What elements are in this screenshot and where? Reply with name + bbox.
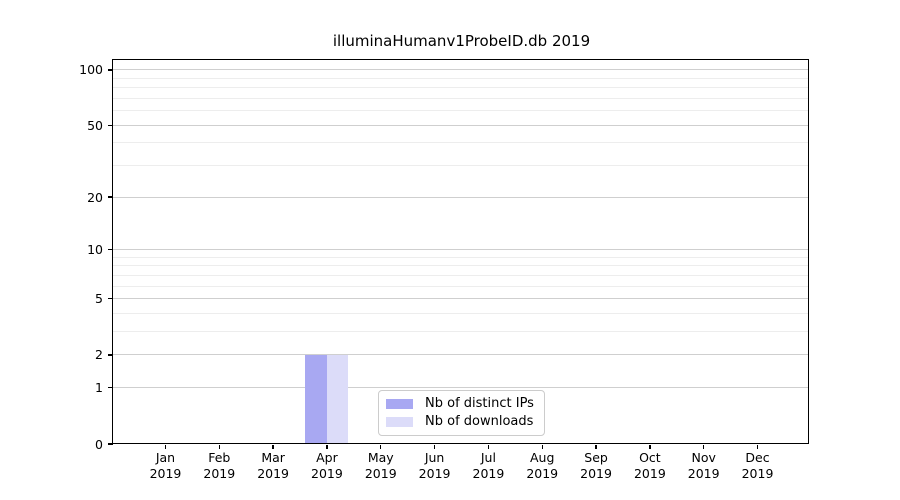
x-tick-label: Sep 2019 [564,450,628,481]
y-tick-mark [107,248,113,251]
chart-title: illuminaHumanv1ProbeID.db 2019 [332,32,591,50]
y-tick-mark [107,69,113,71]
y-tick-label: 100 [79,62,103,78]
minor-gridline [113,77,809,79]
x-tick-mark [595,444,597,449]
legend-entry: Nb of distinct IPs [386,397,534,411]
x-tick-year: 2019 [418,465,451,481]
minor-gridline [113,87,809,89]
y-tick-label: 1 [95,380,103,396]
x-tick-label: Dec 2019 [726,450,790,481]
bar-downloads [326,354,349,444]
y-tick-label: 0 [95,436,103,452]
bar-distinct-ips [305,354,327,444]
x-tick-month: May [367,450,394,465]
x-tick-label: Feb 2019 [187,450,251,481]
x-tick-mark [218,444,220,449]
x-tick-month: Jun [424,450,445,465]
x-tick-year: 2019 [149,465,182,481]
x-tick-month: Apr [316,450,338,465]
legend-label: Nb of distinct IPs [425,396,534,411]
x-tick-mark [433,444,436,449]
x-tick-label: Oct 2019 [618,450,682,481]
minor-gridline [113,265,809,267]
legend: Nb of distinct IPs Nb of downloads [378,390,545,436]
x-tick-mark [326,444,328,449]
major-gridline [113,124,809,126]
x-tick-year: 2019 [580,465,612,481]
major-gridline [113,249,809,251]
major-gridline [113,354,809,356]
y-tick-mark [107,443,113,445]
y-tick-mark [107,354,113,356]
x-tick-year: 2019 [526,465,559,481]
y-tick-label: 20 [87,189,103,205]
x-tick-month: Jul [480,450,496,465]
minor-gridline [113,331,809,333]
y-tick-mark [107,387,113,389]
major-gridline [113,298,809,300]
x-tick-mark [703,444,705,449]
y-tick-mark [107,124,113,126]
minor-gridline [113,165,809,167]
x-tick-label: Nov 2019 [672,450,736,481]
minor-gridline [113,285,809,287]
minor-gridline [113,110,809,112]
x-tick-month: Aug [530,450,555,465]
x-tick-year: 2019 [472,465,505,481]
minor-gridline [113,97,809,99]
x-tick-month: Oct [639,450,661,465]
x-tick-month: Mar [261,450,285,465]
minor-gridline [113,313,809,314]
y-tick-mark [107,298,113,300]
x-tick-month: Dec [745,450,770,465]
x-tick-month: Nov [691,450,716,465]
x-tick-mark [164,444,167,449]
x-tick-label: Jan 2019 [133,450,197,481]
x-tick-label: Jul 2019 [456,450,520,481]
x-tick-mark [649,444,651,449]
y-tick-label: 50 [87,117,103,133]
x-tick-mark [380,444,382,449]
x-tick-month: Feb [208,450,231,465]
legend-swatch-icon [386,417,413,427]
x-tick-mark [487,444,490,449]
x-tick-year: 2019 [741,465,774,481]
x-tick-label: Mar 2019 [241,450,305,481]
legend-swatch-icon [386,399,413,409]
x-tick-month: Jan [155,450,176,465]
minor-gridline [113,274,809,276]
x-tick-label: Jun 2019 [403,450,467,481]
x-tick-label: May 2019 [349,450,413,481]
x-tick-label: Apr 2019 [295,450,359,481]
x-tick-year: 2019 [633,465,666,481]
y-tick-label: 5 [95,291,103,307]
x-tick-year: 2019 [257,465,290,481]
y-tick-mark [107,196,113,198]
y-tick-label: 10 [87,242,103,258]
legend-entry: Nb of downloads [386,415,534,429]
x-tick-year: 2019 [311,465,343,481]
x-tick-mark [756,444,759,449]
x-tick-label: Aug 2019 [510,450,574,481]
major-gridline [113,196,809,198]
minor-gridline [113,256,809,258]
y-tick-label: 2 [95,347,103,363]
minor-gridline [113,142,809,144]
x-tick-year: 2019 [364,465,397,481]
x-tick-month: Sep [584,450,608,465]
x-tick-mark [541,444,543,449]
major-gridline [113,387,809,389]
x-tick-year: 2019 [203,465,236,481]
major-gridline [113,69,809,71]
x-tick-mark [272,444,274,449]
legend-label: Nb of downloads [425,414,534,429]
x-tick-year: 2019 [687,465,720,481]
